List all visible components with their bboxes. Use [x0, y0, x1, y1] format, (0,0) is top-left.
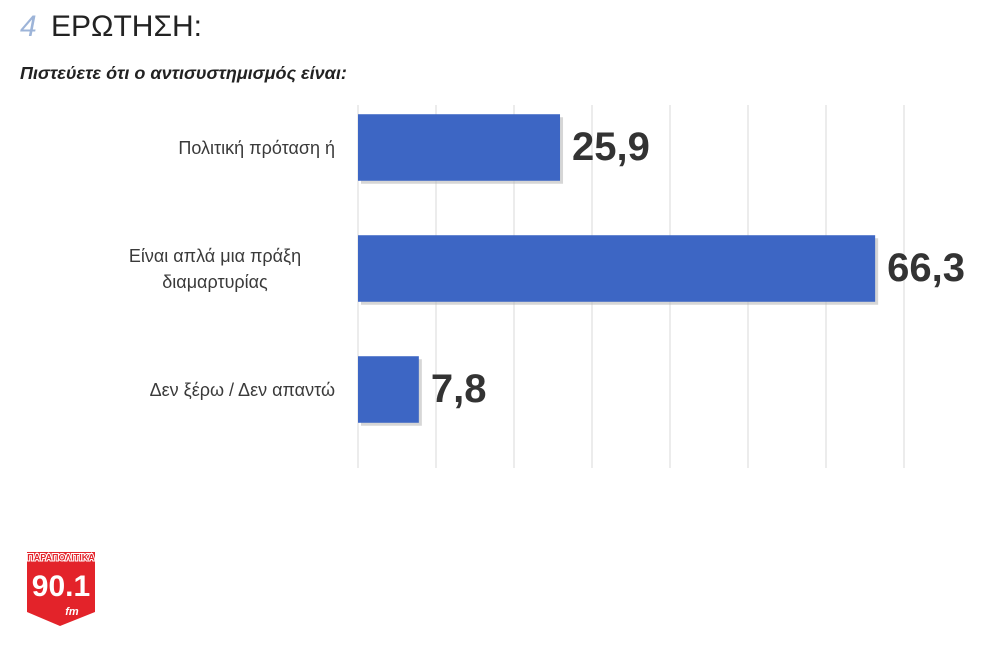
bar [358, 356, 419, 423]
logo-frequency: 90.1 [32, 570, 90, 603]
question-number: 4 [20, 10, 37, 43]
logo-badge [27, 552, 95, 626]
category-label: Δεν ξέρω / Δεν απαντώ [149, 379, 335, 400]
value-label: 7,8 [431, 367, 487, 411]
category-label: Είναι απλά μια πράξη διαμαρτυρίας [128, 245, 302, 292]
logo-unit: fm [65, 606, 79, 618]
logo-name: ΠΑΡΑΠΟΛΙΤΙΚΑ [27, 552, 95, 562]
bar [358, 235, 876, 302]
header: 4 ΕΡΩΤΗΣΗ: [20, 10, 202, 43]
value-label: 25,9 [572, 125, 650, 169]
title: ΕΡΩΤΗΣΗ: [51, 10, 202, 43]
subtitle: Πιστεύετε ότι ο αντισυστημισμός είναι: [20, 63, 347, 83]
value-label: 66,3 [887, 246, 965, 290]
bar [358, 114, 561, 181]
logo: ΠΑΡΑΠΟΛΙΤΙΚΑ 90.1 fm [26, 551, 96, 626]
category-label: Πολιτική πρόταση ή [178, 137, 335, 158]
